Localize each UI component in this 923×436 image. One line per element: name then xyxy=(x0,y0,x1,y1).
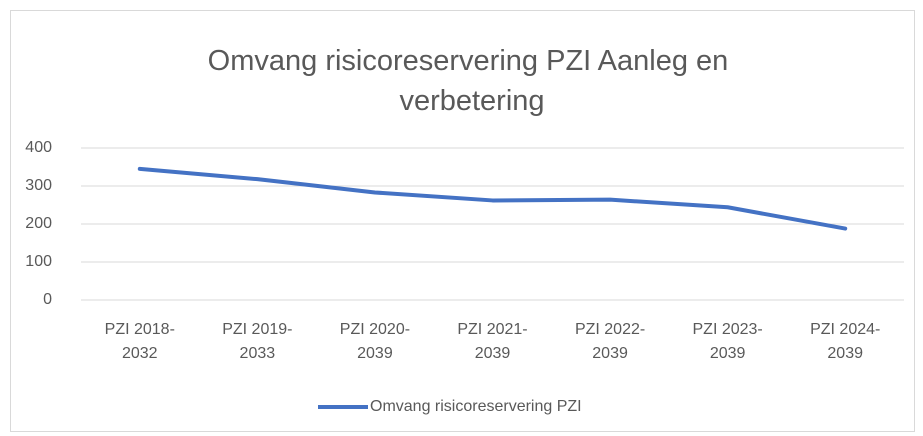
y-tick-label: 400 xyxy=(25,139,52,156)
x-tick-label: PZI 2020-2039 xyxy=(340,321,410,362)
y-tick-label: 100 xyxy=(25,253,52,270)
y-tick-label: 300 xyxy=(25,177,52,194)
x-tick-label: PZI 2018-2032 xyxy=(105,321,175,362)
chart-title: Omvang risicoreservering PZI Aanleg en v… xyxy=(208,45,737,117)
y-tick-label: 0 xyxy=(43,291,52,308)
chart-frame xyxy=(10,10,915,432)
x-tick-label: PZI 2024-2039 xyxy=(810,321,880,362)
series-line xyxy=(137,166,848,231)
x-tick-label: PZI 2021-2039 xyxy=(457,321,527,362)
x-tick-label: PZI 2019-2033 xyxy=(222,321,292,362)
x-tick-label: PZI 2023-2039 xyxy=(693,321,763,362)
legend-label: Omvang risicoreservering PZI xyxy=(370,398,582,415)
x-tick-label: PZI 2022-2039 xyxy=(575,321,645,362)
y-tick-label: 200 xyxy=(25,215,52,232)
